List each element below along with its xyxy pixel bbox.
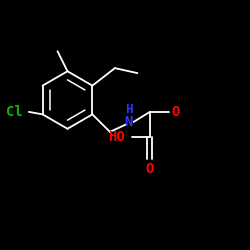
Text: H: H [125,102,132,116]
Text: N: N [124,115,133,129]
Text: O: O [146,162,154,176]
Text: HO: HO [108,130,125,144]
Text: Cl: Cl [6,105,22,119]
Text: O: O [171,105,179,119]
